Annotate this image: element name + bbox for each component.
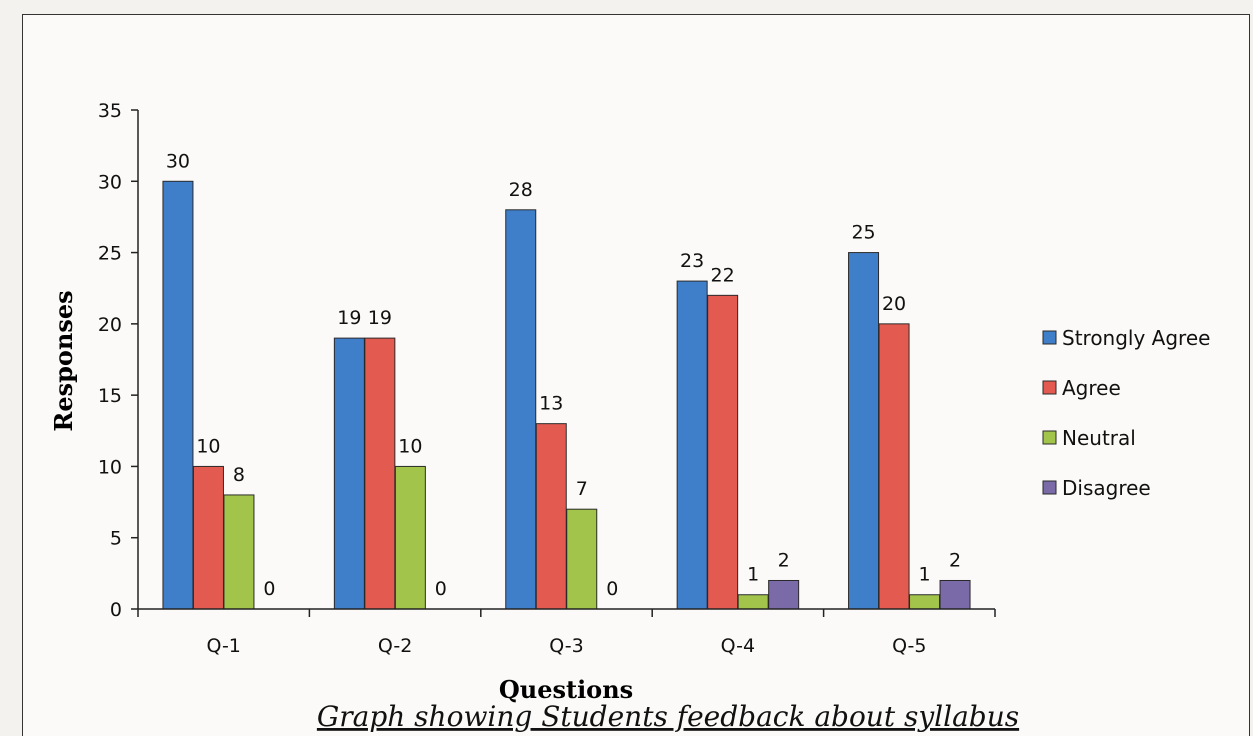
legend-label: Agree <box>1062 376 1121 400</box>
data-label: 10 <box>196 435 220 457</box>
data-label: 13 <box>539 393 563 415</box>
bar-agree-q-5 <box>878 323 910 610</box>
bar-agree-q-2 <box>364 337 396 610</box>
y-tick-label: 30 <box>98 171 122 193</box>
data-label: 7 <box>576 478 588 500</box>
legend-swatch <box>1042 330 1057 345</box>
data-label: 0 <box>606 578 618 600</box>
bar-neutral-q-4 <box>737 594 769 610</box>
data-label: 2 <box>949 549 961 571</box>
x-tick-label: Q-1 <box>206 635 240 657</box>
data-label: 0 <box>435 578 447 600</box>
bar-agree-q-1 <box>192 465 224 610</box>
legend-swatch <box>1042 480 1057 495</box>
x-tick-label: Q-4 <box>721 635 755 657</box>
data-label: 30 <box>166 150 190 172</box>
data-label: 25 <box>851 222 875 244</box>
legend-swatch <box>1042 380 1057 395</box>
data-label: 8 <box>233 464 245 486</box>
data-label: 23 <box>680 250 704 272</box>
axes <box>137 110 995 610</box>
y-tick-label: 15 <box>98 385 122 407</box>
data-label: 1 <box>747 564 759 586</box>
legend-swatch <box>1042 430 1057 445</box>
x-axis-ticks: Q-1 Q-2 Q-3 Q-4 Q-5 <box>137 609 996 657</box>
legend-label: Disagree <box>1062 476 1151 500</box>
data-label: 28 <box>509 179 533 201</box>
data-label: 19 <box>337 307 361 329</box>
chart-frame <box>22 14 1250 736</box>
bar-strongly-agree-q-5 <box>848 252 880 610</box>
data-label: 22 <box>711 264 735 286</box>
bar-neutral-q-2 <box>394 465 426 610</box>
bar-strongly-agree-q-3 <box>505 209 537 610</box>
bar-neutral-q-5 <box>909 594 941 610</box>
x-tick-label: Q-2 <box>378 635 412 657</box>
y-tick-label: 35 <box>98 100 122 122</box>
y-tick-label: 20 <box>98 314 122 336</box>
bar-strongly-agree-q-4 <box>676 280 708 610</box>
bar-agree-q-4 <box>707 294 739 610</box>
data-label: 2 <box>778 549 790 571</box>
chart-caption: Graph showing Students feedback about sy… <box>317 700 1019 733</box>
data-label: 20 <box>882 293 906 315</box>
y-tick-label: 0 <box>110 599 122 621</box>
legend: Strongly Agree Agree Neutral Disagree <box>1042 326 1210 500</box>
bar-agree-q-3 <box>535 423 567 610</box>
bar-disagree-q-5 <box>939 579 971 610</box>
bar-strongly-agree-q-2 <box>333 337 365 610</box>
data-label: 0 <box>263 578 275 600</box>
bar-neutral-q-1 <box>223 494 255 610</box>
data-label: 10 <box>398 435 422 457</box>
bar-neutral-q-3 <box>566 508 598 610</box>
x-axis-title: Questions <box>499 675 633 704</box>
data-label: 1 <box>919 564 931 586</box>
y-tick-label: 5 <box>110 528 122 550</box>
bar-disagree-q-4 <box>768 579 800 610</box>
legend-label: Neutral <box>1062 426 1136 450</box>
bar-strongly-agree-q-1 <box>162 180 194 610</box>
bars <box>162 180 971 610</box>
y-axis-ticks: 0 5 10 15 20 25 30 35 <box>98 100 138 621</box>
x-tick-label: Q-5 <box>892 635 926 657</box>
legend-label: Strongly Agree <box>1062 326 1210 350</box>
y-tick-label: 10 <box>98 456 122 478</box>
x-tick-label: Q-3 <box>549 635 583 657</box>
y-axis-title: Responses <box>49 290 78 431</box>
y-tick-label: 25 <box>98 243 122 265</box>
data-label: 19 <box>368 307 392 329</box>
